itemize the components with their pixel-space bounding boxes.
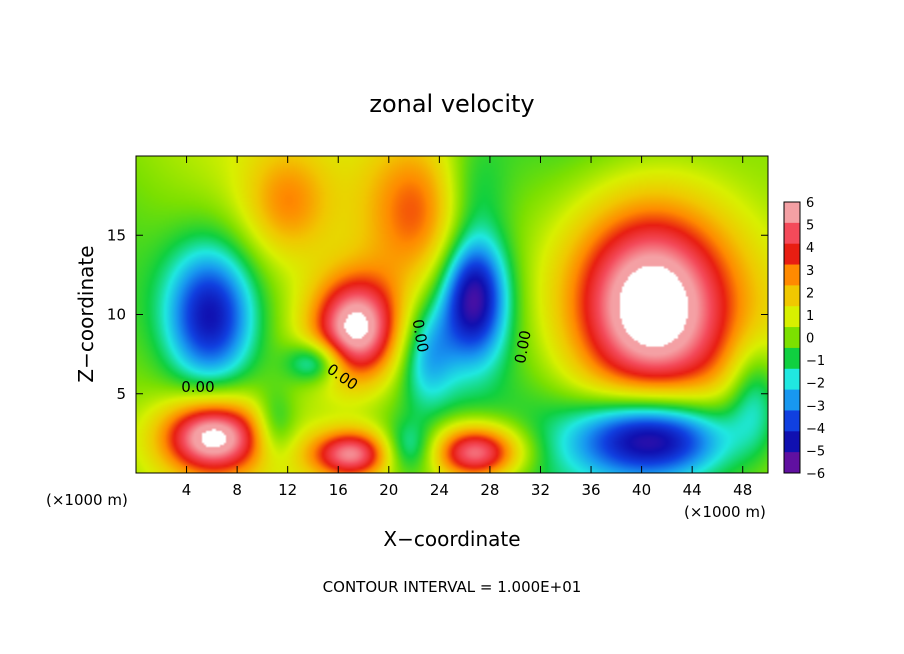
y-tick-label: 10 bbox=[107, 306, 126, 324]
colorbar-label: 6 bbox=[806, 196, 814, 211]
x-axis-label: X−coordinate bbox=[383, 527, 520, 551]
colorbar-swatch bbox=[784, 368, 800, 391]
colorbar-swatch bbox=[784, 389, 800, 411]
x-tick-label: 28 bbox=[480, 481, 499, 499]
colorbar-label: 2 bbox=[806, 286, 814, 301]
chart-title: zonal velocity bbox=[369, 90, 534, 118]
colorbar-swatch bbox=[784, 285, 800, 307]
colorbar-swatch bbox=[784, 264, 800, 286]
colorbar-swatch bbox=[784, 243, 800, 266]
x-tick-label: 44 bbox=[683, 481, 702, 499]
colorbar: 6 5 4 3 2 1 0 −1 −2 −3 −4 −5 −6 bbox=[783, 196, 825, 482]
y-tick-label: 15 bbox=[107, 226, 126, 244]
x-tick-label: 4 bbox=[182, 481, 192, 499]
x-tick-label: 36 bbox=[581, 481, 600, 499]
y-axis-ticks: 5 10 15 bbox=[107, 226, 768, 403]
x-unit-right: (×1000 m) bbox=[684, 503, 766, 521]
x-tick-label: 8 bbox=[232, 481, 242, 499]
colorbar-swatch bbox=[784, 431, 800, 453]
colorbar-swatch bbox=[784, 347, 800, 370]
colorbar-label: 3 bbox=[806, 264, 814, 279]
x-unit-left: (×1000 m) bbox=[46, 491, 128, 509]
x-tick-label: 12 bbox=[278, 481, 297, 499]
colorbar-swatch bbox=[784, 202, 800, 224]
colorbar-swatch bbox=[784, 452, 800, 474]
colorbar-swatch bbox=[784, 222, 800, 245]
colorbar-label: −4 bbox=[806, 422, 825, 437]
colorbar-label: −1 bbox=[806, 354, 825, 369]
heatmap-field bbox=[136, 156, 768, 473]
contour-label: 0.00 bbox=[409, 318, 433, 354]
colorbar-label: −6 bbox=[806, 467, 825, 482]
x-tick-label: 32 bbox=[531, 481, 550, 499]
plot-area: 0.000.000.000.00 4 8 12 16 20 24 28 32 36 40 44 48 … bbox=[107, 155, 769, 499]
colorbar-swatch bbox=[784, 327, 800, 349]
colorbar-label: −5 bbox=[806, 444, 825, 459]
x-tick-label: 48 bbox=[733, 481, 752, 499]
colorbar-label: −3 bbox=[806, 399, 825, 414]
x-tick-label: 24 bbox=[430, 481, 449, 499]
colorbar-label: 4 bbox=[806, 241, 814, 256]
contour-interval-note: CONTOUR INTERVAL = 1.000E+01 bbox=[323, 578, 582, 596]
x-tick-label: 16 bbox=[329, 481, 348, 499]
colorbar-swatch bbox=[784, 410, 800, 432]
colorbar-label: 1 bbox=[806, 309, 814, 324]
colorbar-frame bbox=[783, 201, 801, 474]
y-axis-label: Z−coordinate bbox=[74, 245, 98, 382]
colorbar-swatch bbox=[784, 306, 800, 328]
x-tick-label: 20 bbox=[379, 481, 398, 499]
colorbar-label: 0 bbox=[806, 332, 814, 347]
x-axis-ticks: 4 8 12 16 20 24 28 32 36 40 44 48 bbox=[182, 156, 752, 499]
x-tick-label: 40 bbox=[632, 481, 651, 499]
colorbar-label: −2 bbox=[806, 377, 825, 392]
contour-label: 0.00 bbox=[511, 329, 535, 365]
contour-label: 0.00 bbox=[181, 378, 214, 396]
y-tick-label: 5 bbox=[116, 385, 126, 403]
colorbar-label: 5 bbox=[806, 219, 814, 234]
